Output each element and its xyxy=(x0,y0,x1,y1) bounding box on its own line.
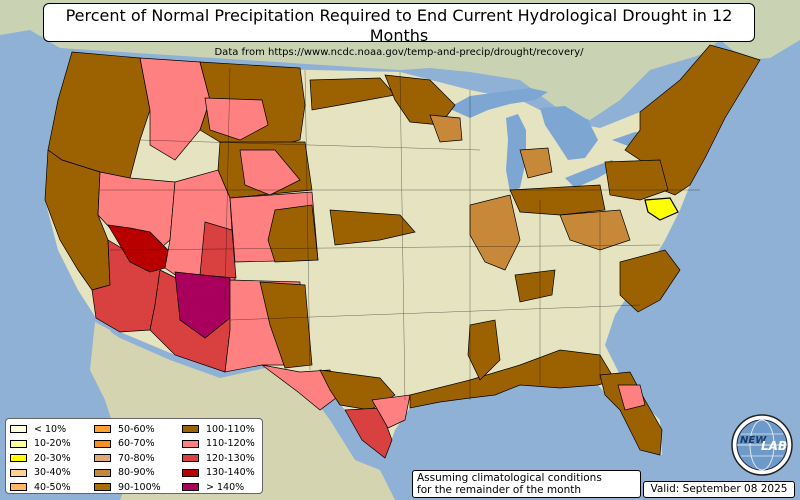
legend: < 10% 10-20% 20-30% 30-40% 40-50% 50-60%… xyxy=(5,418,263,494)
legend-label: 100-110% xyxy=(206,423,255,435)
legend-item: 90-100% xyxy=(94,480,161,495)
legend-item: 110-120% xyxy=(182,437,255,452)
legend-item: 30-40% xyxy=(10,466,71,481)
logo-text-1: NEW xyxy=(740,435,767,446)
lake-superior xyxy=(448,88,548,118)
region-florida xyxy=(599,371,663,456)
title-box: Percent of Normal Precipitation Required… xyxy=(43,3,755,58)
region-arizona-magenta xyxy=(174,271,231,339)
lake-huron xyxy=(540,106,598,160)
region-gulf-coast xyxy=(409,349,616,409)
legend-item: 50-60% xyxy=(94,422,161,437)
legend-swatch xyxy=(94,454,111,463)
region-florida-pink xyxy=(617,384,646,411)
legend-swatch xyxy=(94,468,111,477)
legend-item: 10-20% xyxy=(10,437,71,452)
legend-label: 30-40% xyxy=(34,467,71,479)
region-carolinas xyxy=(619,249,681,313)
logo-text-2: LAB xyxy=(761,439,787,453)
legend-label: 70-80% xyxy=(118,452,155,464)
legend-item: 130-140% xyxy=(182,466,255,481)
legend-swatch xyxy=(182,439,199,448)
legend-column-3: 100-110% 110-120% 120-130% 130-140% > 14… xyxy=(182,422,255,495)
data-source: Data from https://www.ncdc.noaa.gov/temp… xyxy=(214,47,584,58)
region-texas-coast-pink xyxy=(371,394,411,429)
note-line-1: Assuming climatological conditions xyxy=(417,472,602,484)
legend-label: 40-50% xyxy=(34,481,71,493)
legend-item: 80-90% xyxy=(94,466,161,481)
lab-globe-logo: NEW LAB xyxy=(731,414,793,476)
legend-swatch xyxy=(10,468,27,477)
legend-swatch xyxy=(94,425,111,434)
legend-swatch xyxy=(10,454,27,463)
valid-date: Valid: September 08 2025 xyxy=(643,481,795,498)
region-maryland-yellow xyxy=(644,197,679,221)
legend-label: 120-130% xyxy=(206,452,255,464)
region-mississippi xyxy=(467,319,501,381)
legend-column-1: < 10% 10-20% 20-30% 30-40% 40-50% xyxy=(10,422,71,495)
region-northeast xyxy=(624,44,761,196)
legend-label: 60-70% xyxy=(118,438,155,450)
legend-label: 90-100% xyxy=(118,481,161,493)
region-michigan-tan xyxy=(519,147,553,179)
legend-swatch xyxy=(182,468,199,477)
region-colorado-brown xyxy=(267,204,319,263)
legend-swatch xyxy=(10,439,27,448)
legend-swatch xyxy=(182,425,199,434)
region-ohio-indiana xyxy=(509,184,606,216)
legend-item: 40-50% xyxy=(10,480,71,495)
legend-label: > 140% xyxy=(206,481,245,493)
map-title: Percent of Normal Precipitation Required… xyxy=(65,6,733,45)
legend-item: 120-130% xyxy=(182,451,255,466)
legend-label: 20-30% xyxy=(34,452,71,464)
legend-label: 10-20% xyxy=(34,438,71,450)
region-new-mexico-brown xyxy=(259,281,313,369)
region-south-texas-red xyxy=(344,407,393,459)
legend-label: 80-90% xyxy=(118,467,155,479)
lake-erie xyxy=(565,160,618,188)
legend-label: 130-140% xyxy=(206,467,255,479)
region-kentucky-tan xyxy=(514,269,556,303)
legend-swatch xyxy=(10,425,27,434)
region-montana-pink xyxy=(204,97,269,141)
legend-label: < 10% xyxy=(34,423,67,435)
note-line-2: for the remainder of the month xyxy=(417,484,582,496)
legend-item: > 140% xyxy=(182,480,255,495)
region-wyoming-pink xyxy=(239,149,301,196)
legend-label: 50-60% xyxy=(118,423,155,435)
lake-michigan xyxy=(506,114,526,192)
legend-item: 70-80% xyxy=(94,451,161,466)
legend-swatch xyxy=(10,483,27,492)
legend-item: 60-70% xyxy=(94,437,161,452)
region-utah-red xyxy=(199,221,237,279)
legend-item: 100-110% xyxy=(182,422,255,437)
legend-swatch xyxy=(94,483,111,492)
assumption-note: Assuming climatological conditions for t… xyxy=(412,470,641,498)
legend-item: < 10% xyxy=(10,422,71,437)
state-borders xyxy=(100,67,700,401)
legend-column-2: 50-60% 60-70% 70-80% 80-90% 90-100% xyxy=(94,422,161,495)
region-nebraska-kansas xyxy=(329,209,416,246)
legend-swatch xyxy=(182,483,199,492)
legend-label: 110-120% xyxy=(206,438,255,450)
legend-item: 20-30% xyxy=(10,451,71,466)
region-appalachia xyxy=(559,209,631,251)
region-wisconsin-tan xyxy=(429,114,463,143)
legend-swatch xyxy=(182,454,199,463)
legend-swatch xyxy=(94,439,111,448)
region-dakotas xyxy=(309,77,396,111)
